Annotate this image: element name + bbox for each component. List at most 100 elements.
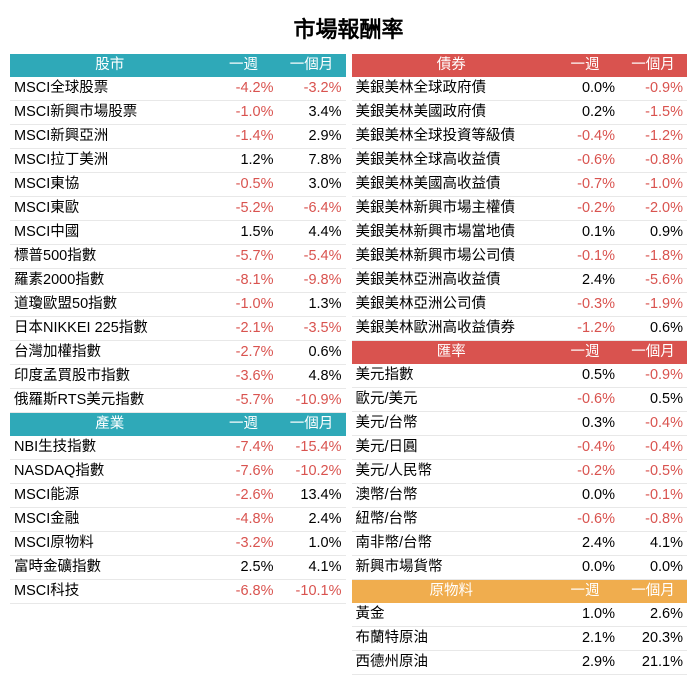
row-value: -4.2% [210,77,278,101]
table-row: 美銀美林亞洲公司債-0.3%-1.9% [352,293,688,317]
table-row: 澳幣/台幣0.0%-0.1% [352,484,688,508]
row-name: 印度孟買股市指數 [10,365,210,389]
row-value: -7.4% [210,436,278,460]
row-value: -10.9% [278,389,346,413]
row-value: 2.9% [278,125,346,149]
row-name: 富時金礦指數 [10,556,210,580]
row-name: 黃金 [352,603,552,627]
row-value: 20.3% [619,627,687,651]
row-value: -0.1% [551,245,619,269]
row-value: -1.9% [619,293,687,317]
right-column: 債券一週一個月美銀美林全球政府債0.0%-0.9%美銀美林美國政府債0.2%-1… [352,54,688,675]
row-value: -0.4% [551,125,619,149]
row-value: -3.5% [278,317,346,341]
tables-wrap: 股市一週一個月MSCI全球股票-4.2%-3.2%MSCI新興市場股票-1.0%… [0,54,697,685]
row-name: MSCI能源 [10,484,210,508]
row-value: -1.4% [210,125,278,149]
row-value: -0.4% [619,436,687,460]
row-value: -2.6% [210,484,278,508]
period-header: 一週 [210,413,278,436]
period-header: 一週 [551,341,619,364]
row-value: -2.1% [210,317,278,341]
section-header-label: 股市 [10,54,210,77]
table-row: 美元/人民幣-0.2%-0.5% [352,460,688,484]
table-row: 美銀美林全球投資等級債-0.4%-1.2% [352,125,688,149]
table-row: 美銀美林全球政府債0.0%-0.9% [352,77,688,101]
row-value: -0.5% [210,173,278,197]
row-value: 4.8% [278,365,346,389]
row-value: 1.3% [278,293,346,317]
row-name: 台灣加權指數 [10,341,210,365]
table-row: 美元/台幣0.3%-0.4% [352,412,688,436]
period-header: 一個月 [278,54,346,77]
row-value: -1.2% [619,125,687,149]
row-name: 美銀美林美國高收益債 [352,173,552,197]
row-name: 紐幣/台幣 [352,508,552,532]
row-name: 俄羅斯RTS美元指數 [10,389,210,413]
period-header: 一個月 [278,413,346,436]
period-header: 一週 [551,580,619,603]
row-name: 美銀美林歐洲高收益債券 [352,317,552,341]
row-name: 美銀美林新興市場主權債 [352,197,552,221]
row-value: -6.8% [210,580,278,604]
row-value: -0.4% [619,412,687,436]
table-row: NBI生技指數-7.4%-15.4% [10,436,346,460]
section-header-label: 債券 [352,54,552,77]
table-row: 俄羅斯RTS美元指數-5.7%-10.9% [10,389,346,413]
row-name: 羅素2000指數 [10,269,210,293]
table-row: 美銀美林全球高收益債-0.6%-0.8% [352,149,688,173]
row-value: 0.5% [551,364,619,388]
row-value: 2.5% [210,556,278,580]
market-table: 債券一週一個月美銀美林全球政府債0.0%-0.9%美銀美林美國政府債0.2%-1… [352,54,688,341]
row-value: -1.0% [210,293,278,317]
row-value: -2.7% [210,341,278,365]
table-row: 布蘭特原油2.1%20.3% [352,627,688,651]
row-value: -0.6% [551,388,619,412]
table-row: 美銀美林亞洲高收益債2.4%-5.6% [352,269,688,293]
row-value: -0.3% [551,293,619,317]
row-value: 0.3% [551,412,619,436]
row-name: 南非幣/台幣 [352,532,552,556]
row-value: 4.4% [278,221,346,245]
row-name: 新興市場貨幣 [352,556,552,580]
table-row: 美銀美林美國政府債0.2%-1.5% [352,101,688,125]
row-value: -5.2% [210,197,278,221]
row-value: 1.5% [210,221,278,245]
market-table: 原物料一週一個月黃金1.0%2.6%布蘭特原油2.1%20.3%西德州原油2.9… [352,580,688,675]
row-value: -2.0% [619,197,687,221]
row-value: 0.6% [619,317,687,341]
row-value: 0.6% [278,341,346,365]
period-header: 一週 [551,54,619,77]
row-name: 美銀美林新興市場當地債 [352,221,552,245]
row-value: 2.4% [551,269,619,293]
row-name: 布蘭特原油 [352,627,552,651]
row-value: -10.2% [278,460,346,484]
table-row: 印度孟買股市指數-3.6%4.8% [10,365,346,389]
row-name: MSCI金融 [10,508,210,532]
row-value: -0.9% [619,364,687,388]
row-name: 美元/人民幣 [352,460,552,484]
row-value: 2.4% [278,508,346,532]
row-value: -8.1% [210,269,278,293]
row-value: -3.2% [278,77,346,101]
table-row: MSCI拉丁美洲1.2%7.8% [10,149,346,173]
row-value: 7.8% [278,149,346,173]
row-name: 歐元/美元 [352,388,552,412]
row-value: -1.8% [619,245,687,269]
row-value: 3.4% [278,101,346,125]
row-value: -0.2% [551,197,619,221]
row-name: 美銀美林亞洲高收益債 [352,269,552,293]
row-name: MSCI全球股票 [10,77,210,101]
table-row: MSCI原物料-3.2%1.0% [10,532,346,556]
table-row: MSCI新興亞洲-1.4%2.9% [10,125,346,149]
table-row: MSCI中國1.5%4.4% [10,221,346,245]
row-value: 1.0% [278,532,346,556]
row-name: MSCI新興市場股票 [10,101,210,125]
row-value: -0.6% [551,508,619,532]
table-row: 美銀美林新興市場公司債-0.1%-1.8% [352,245,688,269]
table-row: 美銀美林美國高收益債-0.7%-1.0% [352,173,688,197]
table-row: 台灣加權指數-2.7%0.6% [10,341,346,365]
period-header: 一個月 [619,341,687,364]
table-row: 歐元/美元-0.6%0.5% [352,388,688,412]
row-value: 0.0% [551,77,619,101]
